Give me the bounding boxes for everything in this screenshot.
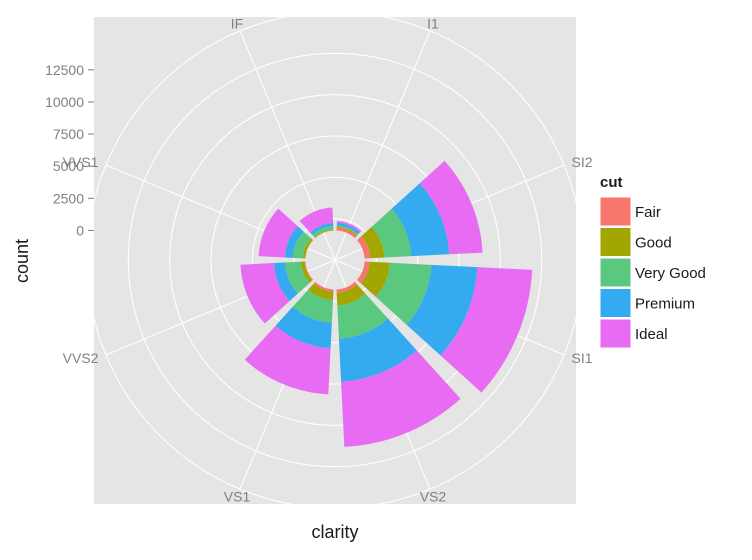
bar-vvs1-premium: [284, 226, 304, 258]
bar-vs2-premium: [338, 318, 417, 382]
category-label-if: IF: [231, 15, 243, 31]
bar-if-premium: [310, 223, 334, 235]
bar-si1-fair: [356, 261, 370, 284]
bar-vvs2-fair: [304, 261, 314, 281]
bar-vs1-very-good: [292, 289, 333, 323]
bar-i1-fair: [336, 227, 357, 239]
bar-if-good: [314, 229, 334, 238]
category-label-si1: SI1: [572, 350, 593, 366]
category-label-vvs2: VVS2: [63, 350, 99, 366]
legend-label-fair: Fair: [635, 204, 661, 221]
bar-si1-ideal: [440, 267, 533, 393]
bar-vs1-fair: [313, 281, 334, 292]
legend-label-ideal: Ideal: [635, 326, 668, 343]
bar-vs1-premium: [275, 306, 332, 349]
y-tick-label: 7500: [53, 126, 84, 142]
bar-si2-very-good: [371, 208, 412, 258]
bar-i1-very-good: [336, 225, 359, 236]
bar-vs2-very-good: [337, 293, 388, 339]
bar-si1-premium: [406, 264, 478, 356]
y-axis-title: count: [12, 239, 32, 283]
legend-key-premium: [599, 288, 632, 318]
legend: cut Fair Good Very Good Premium Ideal: [599, 174, 706, 349]
bar-si2-good: [361, 226, 385, 259]
category-labels: I1 SI2 SI1 VS2 VS1 VVS2 VVS1 IF: [63, 15, 593, 504]
legend-label-good: Good: [635, 235, 672, 252]
grid-circle: [169, 94, 501, 426]
bars-layer: [240, 160, 533, 447]
legend-label-premium: Premium: [635, 296, 695, 313]
legend-key-fair: [599, 196, 632, 227]
y-tick-label: 10000: [45, 94, 84, 110]
bar-vvs1-very-good: [292, 231, 312, 259]
bar-si2-fair: [356, 236, 371, 259]
bar-vvs1-good: [302, 238, 313, 259]
grid-circle: [210, 135, 460, 385]
bar-vvs2-very-good: [285, 261, 310, 294]
bar-si2-ideal: [419, 160, 483, 255]
bar-if-ideal: [299, 207, 334, 233]
bar-vs2-ideal: [341, 350, 461, 447]
bar-vs2-good: [336, 284, 366, 306]
category-label-vs2: VS2: [420, 489, 447, 505]
legend-title: cut: [600, 174, 623, 191]
bar-i1-ideal: [336, 220, 362, 233]
legend-key-very-good: [599, 257, 632, 288]
x-axis-title: clarity: [311, 522, 358, 542]
bar-si1-good: [360, 261, 390, 297]
grid-spoke: [334, 30, 431, 261]
grid-circle: [86, 11, 584, 509]
bar-si2-premium: [391, 183, 450, 257]
category-label-si2: SI2: [572, 154, 593, 170]
category-label-vvs1: VVS1: [63, 154, 99, 170]
legend-key-ideal: [599, 318, 632, 349]
grid-circle: [293, 218, 377, 302]
bar-if-very-good: [312, 226, 334, 238]
y-tick-label: 5000: [53, 158, 84, 174]
bar-vvs2-good: [300, 261, 313, 283]
bar-i1-premium: [336, 222, 360, 235]
y-tick-label: 2500: [53, 190, 84, 206]
legend-key-good: [599, 227, 632, 257]
bar-vs2-fair: [336, 281, 358, 293]
bar-vvs2-premium: [273, 262, 298, 302]
bar-i1-good: [336, 226, 358, 237]
category-label-i1: I1: [427, 15, 439, 31]
y-tick-label: 0: [76, 222, 84, 238]
grid-circle: [251, 176, 419, 344]
bar-vs1-good: [308, 283, 334, 301]
bar-vvs2-ideal: [240, 263, 290, 324]
y-axis-ticks: 0 2500 5000 7500 10000 12500: [45, 62, 94, 238]
category-label-vs1: VS1: [224, 489, 251, 505]
grid-circle: [127, 52, 543, 468]
bar-vvs1-ideal: [258, 208, 298, 258]
bar-si1-very-good: [375, 262, 432, 325]
legend-label-very-good: Very Good: [635, 265, 706, 282]
bar-vs1-ideal: [244, 325, 331, 395]
y-tick-label: 12500: [45, 62, 84, 78]
